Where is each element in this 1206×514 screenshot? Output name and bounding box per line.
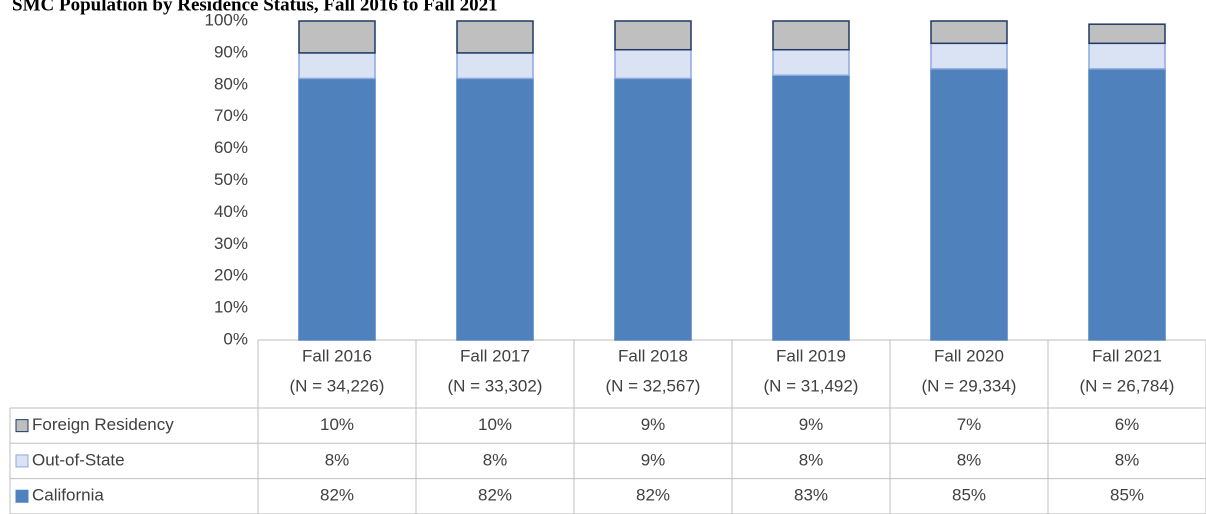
legend-label: California	[32, 486, 104, 505]
data-label: 8%	[483, 450, 508, 469]
x-tick-label: Fall 2018	[618, 346, 688, 365]
x-tick-label: (N = 31,492)	[764, 376, 859, 395]
data-label: 82%	[478, 486, 512, 505]
x-tick-label: Fall 2019	[776, 346, 846, 365]
data-label: 8%	[325, 450, 350, 469]
bar-segment	[298, 20, 376, 54]
bar-segment	[930, 68, 1008, 341]
legend-swatch	[15, 454, 29, 468]
bar-segment	[930, 42, 1008, 70]
data-label: 9%	[641, 415, 666, 434]
x-tick-label: Fall 2016	[302, 346, 372, 365]
data-label: 10%	[320, 415, 354, 434]
data-label: 6%	[1115, 415, 1140, 434]
x-tick-label: Fall 2021	[1092, 346, 1162, 365]
y-tick-label: 10%	[214, 298, 248, 317]
bar-segment	[614, 48, 692, 80]
bar-segment	[298, 77, 376, 341]
y-tick-label: 80%	[214, 74, 248, 93]
data-label: 83%	[794, 486, 828, 505]
y-tick-label: 30%	[214, 234, 248, 253]
y-tick-label: 100%	[205, 10, 248, 29]
data-label: 8%	[1115, 450, 1140, 469]
bar-segment	[298, 52, 376, 80]
bar-segment	[772, 20, 850, 51]
data-label: 8%	[957, 450, 982, 469]
bar-segment	[614, 20, 692, 51]
y-tick-label: 70%	[214, 106, 248, 125]
bar-segment	[1088, 42, 1166, 70]
x-tick-label: (N = 34,226)	[290, 376, 385, 395]
data-label: 10%	[478, 415, 512, 434]
legend-label: Out-of-State	[32, 450, 125, 469]
bar-segment	[1088, 23, 1166, 45]
x-tick-label: (N = 33,302)	[448, 376, 543, 395]
bar-segment	[930, 20, 1008, 45]
chart-title: SMC Population by Residence Status, Fall…	[12, 0, 498, 15]
legend-label: Foreign Residency	[32, 415, 174, 434]
data-label: 8%	[799, 450, 824, 469]
bar-segment	[772, 48, 850, 76]
data-label: 85%	[952, 486, 986, 505]
x-tick-label: (N = 29,334)	[922, 376, 1017, 395]
x-tick-label: Fall 2017	[460, 346, 530, 365]
bar-segment	[456, 20, 534, 54]
data-label: 9%	[799, 415, 824, 434]
y-tick-label: 50%	[214, 170, 248, 189]
legend-swatch	[15, 419, 29, 433]
data-label: 85%	[1110, 486, 1144, 505]
y-tick-label: 0%	[223, 329, 248, 348]
y-tick-label: 40%	[214, 202, 248, 221]
bar-segment	[456, 52, 534, 80]
x-tick-label: (N = 32,567)	[606, 376, 701, 395]
data-label: 7%	[957, 415, 982, 434]
bar-segment	[614, 77, 692, 341]
bar-segment	[772, 74, 850, 341]
y-tick-label: 60%	[214, 138, 248, 157]
x-tick-label: (N = 26,784)	[1080, 376, 1175, 395]
bar-segment	[456, 77, 534, 341]
data-label: 9%	[641, 450, 666, 469]
y-tick-label: 20%	[214, 266, 248, 285]
y-tick-label: 90%	[214, 42, 248, 61]
data-label: 82%	[320, 486, 354, 505]
x-tick-label: Fall 2020	[934, 346, 1004, 365]
bar-segment	[1088, 68, 1166, 341]
legend-swatch	[15, 489, 29, 503]
data-label: 82%	[636, 486, 670, 505]
